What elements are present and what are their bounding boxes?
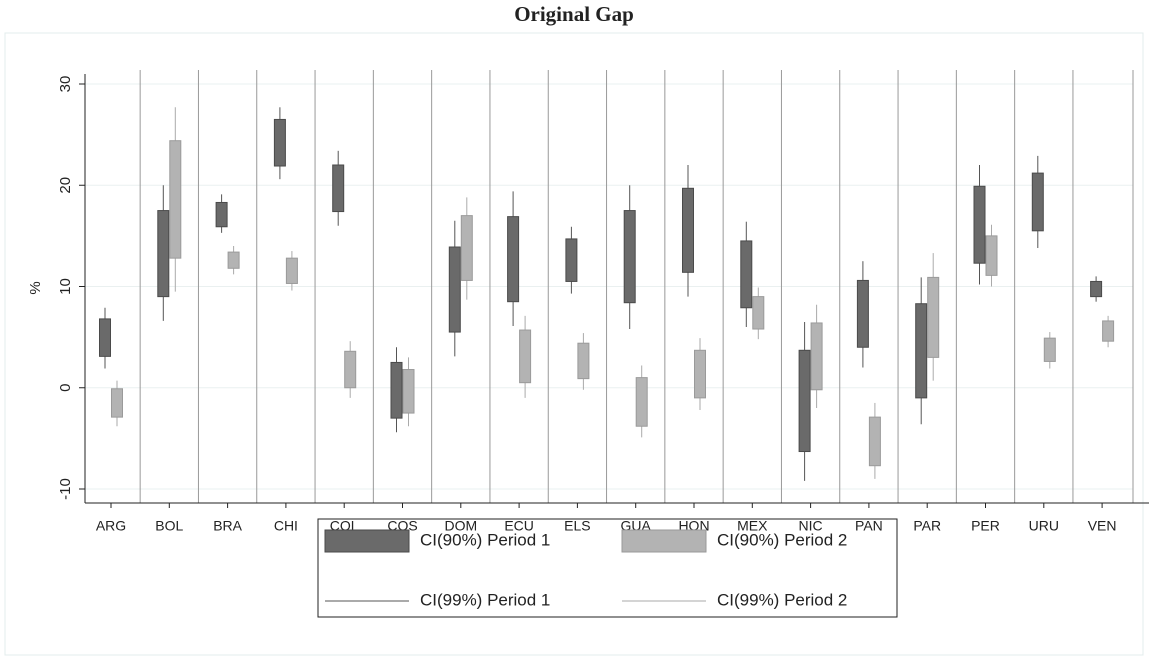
y-tick-label: 10: [57, 278, 74, 295]
ci90-box: [1102, 320, 1115, 342]
ci90-box: [215, 201, 228, 228]
x-tick-label: ECU: [504, 518, 534, 534]
legend: [317, 518, 898, 618]
y-tick-label: 30: [57, 76, 74, 93]
legend-label: CI(90%) Period 2: [717, 530, 847, 549]
ci90-box: [1090, 280, 1103, 298]
y-axis-label: %: [27, 281, 44, 294]
x-tick-label: PER: [971, 518, 1000, 534]
ci90-box: [402, 369, 415, 414]
chart-title: Original Gap: [514, 2, 634, 26]
ci90-box: [390, 361, 403, 419]
ci90-box: [169, 140, 182, 259]
ci90-box: [507, 216, 520, 303]
ci90-box: [927, 276, 940, 358]
x-tick-label: CHI: [274, 518, 298, 534]
legend-label: CI(99%) Period 1: [420, 590, 550, 609]
ci90-box: [740, 240, 753, 309]
ci90-box: [752, 296, 765, 330]
ci90-box: [623, 210, 636, 304]
x-tick-label: URU: [1029, 518, 1059, 534]
ci90-box: [635, 377, 648, 427]
x-tick-label: BOL: [155, 518, 183, 534]
y-tick-label: -10: [57, 478, 74, 500]
ci90-box: [344, 350, 357, 389]
legend-swatch: [324, 529, 410, 553]
ci90-box: [985, 235, 998, 276]
y-tick-label: 0: [57, 384, 74, 392]
ci90-box: [577, 342, 590, 380]
legend-swatch: [621, 529, 707, 553]
ci90-box: [856, 279, 869, 348]
ci90-box: [285, 257, 298, 284]
x-tick-label: ELS: [564, 518, 590, 534]
x-tick-label: PAR: [913, 518, 941, 534]
ci90-box: [519, 329, 532, 384]
ci90-box: [448, 246, 461, 333]
ci90-box: [332, 164, 345, 213]
ci90-box: [973, 185, 986, 264]
ci90-box: [798, 349, 811, 453]
x-tick-label: NIC: [799, 518, 823, 534]
x-tick-label: PAN: [855, 518, 883, 534]
y-tick-label: 20: [57, 177, 74, 194]
ci90-box: [810, 322, 823, 391]
ci90-box: [273, 118, 286, 167]
ci90-box: [565, 238, 578, 282]
ci90-box: [868, 416, 881, 467]
ci90-box: [682, 187, 694, 273]
ci90-box: [157, 210, 170, 298]
x-tick-label: VEN: [1088, 518, 1117, 534]
legend-label: CI(99%) Period 2: [717, 590, 847, 609]
ci90-box: [111, 388, 123, 418]
ci90-box: [1031, 172, 1044, 232]
x-tick-label: MEX: [737, 518, 768, 534]
ci90-box: [460, 215, 473, 281]
x-tick-label: ARG: [96, 518, 126, 534]
ci90-box: [694, 349, 706, 399]
legend-label: CI(90%) Period 1: [420, 530, 550, 549]
x-tick-label: DOM: [444, 518, 477, 534]
ci90-box: [915, 303, 928, 399]
ci90-box: [1043, 337, 1056, 362]
x-tick-label: BRA: [213, 518, 242, 534]
ci90-box: [99, 318, 111, 357]
ci90-box: [227, 251, 240, 269]
